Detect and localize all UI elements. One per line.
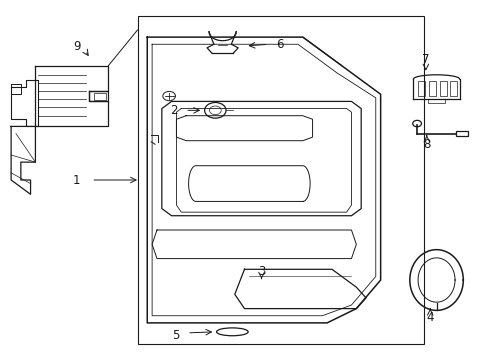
Text: 3: 3	[257, 265, 264, 278]
Bar	[439, 81, 446, 96]
Text: 1: 1	[73, 174, 81, 186]
Text: 5: 5	[171, 329, 179, 342]
Bar	[427, 99, 445, 103]
Bar	[428, 81, 435, 96]
Bar	[137, 16, 424, 344]
Bar	[94, 93, 106, 100]
Bar	[449, 81, 456, 96]
Text: 2: 2	[170, 104, 177, 117]
Text: 7: 7	[421, 53, 429, 66]
Bar	[417, 81, 424, 96]
Bar	[455, 131, 467, 136]
Text: 8: 8	[422, 138, 429, 151]
Text: 9: 9	[73, 40, 81, 53]
Text: 6: 6	[276, 38, 283, 51]
Text: 4: 4	[426, 311, 433, 324]
